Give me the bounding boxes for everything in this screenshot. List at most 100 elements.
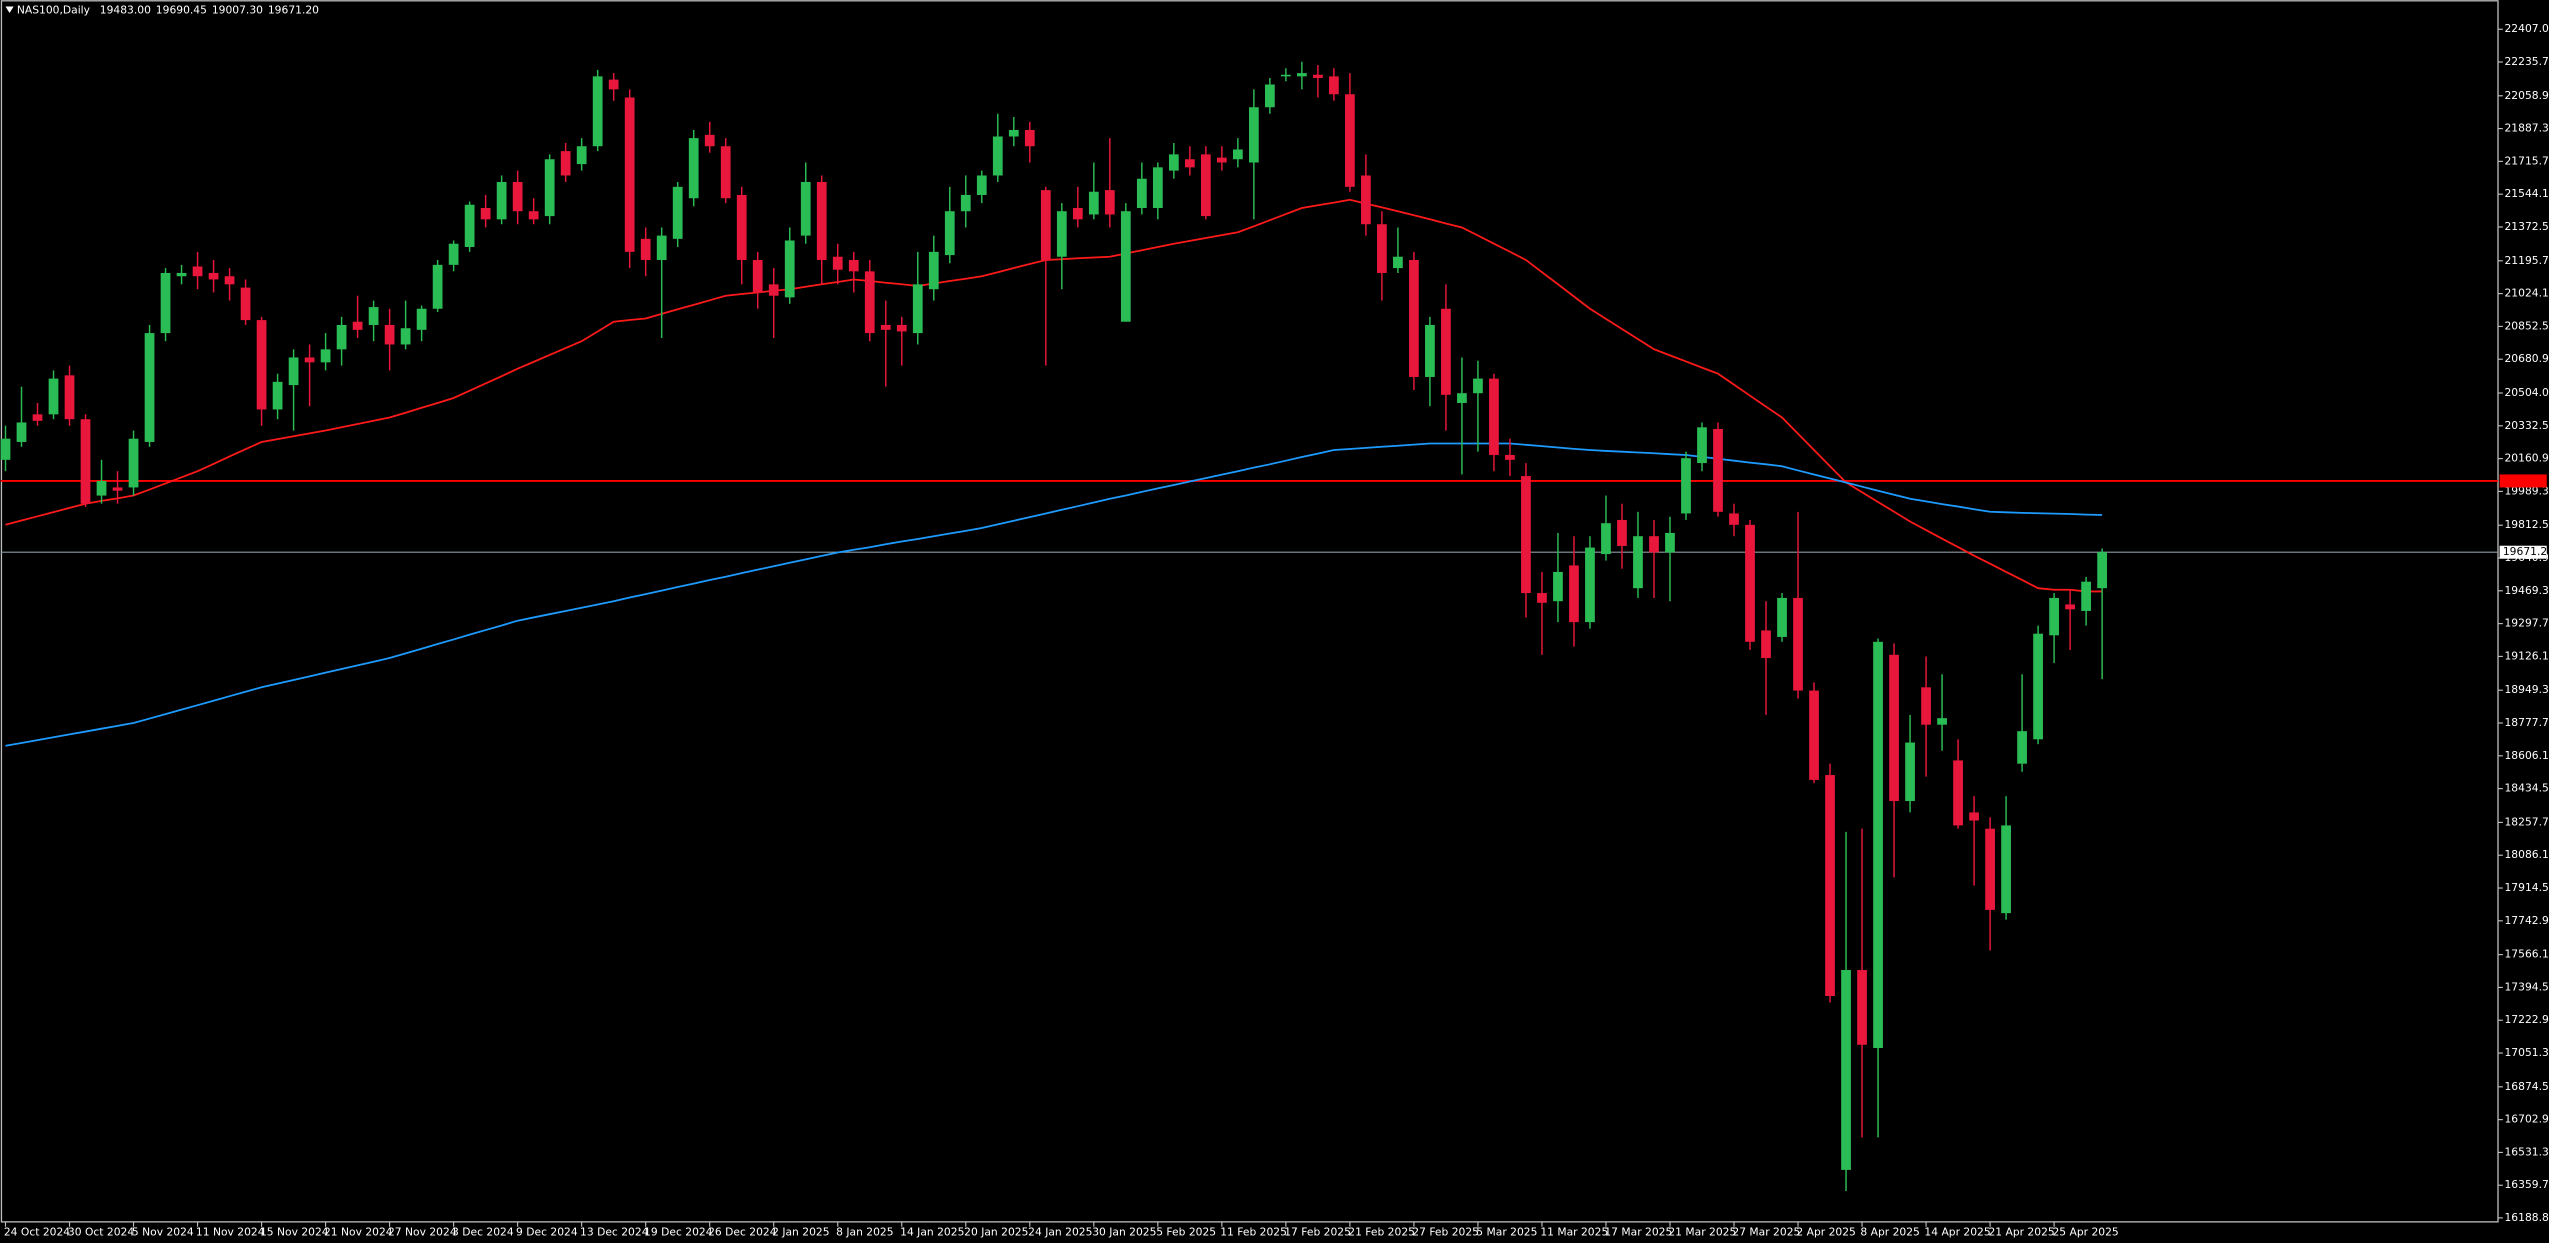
candle-body bbox=[208, 272, 219, 280]
candle-body bbox=[608, 79, 619, 90]
x-tick-label: 13 Dec 2024 bbox=[580, 1225, 649, 1238]
y-tick-label: 17394.50 bbox=[2505, 980, 2549, 993]
candle-body bbox=[1152, 167, 1163, 208]
y-tick-label: 16359.70 bbox=[2505, 1178, 2549, 1191]
candle-body bbox=[384, 324, 395, 345]
candle-body bbox=[928, 251, 939, 290]
y-tick-label: 21372.50 bbox=[2505, 220, 2549, 233]
candle-body bbox=[1809, 690, 1819, 780]
candle-body bbox=[848, 259, 859, 272]
candle-body bbox=[1873, 641, 1883, 1049]
y-tick-label: 21024.10 bbox=[2505, 287, 2549, 300]
collapse-icon bbox=[5, 6, 14, 13]
candle-body bbox=[672, 186, 683, 239]
candle-body bbox=[1264, 84, 1275, 108]
candle-body bbox=[368, 307, 379, 325]
candle-body bbox=[1457, 393, 1467, 403]
candle-body bbox=[816, 181, 827, 260]
candle-body bbox=[1248, 107, 1259, 163]
candle-body bbox=[544, 159, 555, 217]
candle-body bbox=[1937, 718, 1947, 725]
candle-body bbox=[1505, 454, 1515, 460]
y-tick-label: 19469.30 bbox=[2505, 584, 2549, 597]
plot bbox=[0, 61, 2499, 1192]
candle-body bbox=[1329, 76, 1339, 95]
candle-body bbox=[1393, 256, 1403, 269]
x-tick-label: 9 Dec 2024 bbox=[516, 1225, 578, 1238]
candle-body bbox=[128, 438, 139, 488]
candle-body bbox=[400, 328, 411, 345]
x-tick-label: 25 Apr 2025 bbox=[2052, 1225, 2118, 1238]
price-tag bbox=[2499, 545, 2547, 559]
candle-body bbox=[704, 134, 715, 147]
x-tick-label: 20 Jan 2025 bbox=[964, 1225, 1028, 1238]
candle-body bbox=[2001, 825, 2011, 914]
candle-body bbox=[1216, 157, 1227, 163]
x-tick-label: 24 Jan 2025 bbox=[1028, 1225, 1092, 1238]
plot-frame bbox=[0, 0, 2499, 1223]
candle-body bbox=[176, 272, 187, 277]
candle-body bbox=[32, 414, 43, 421]
candle-body bbox=[1136, 178, 1147, 208]
x-tick-label: 21 Apr 2025 bbox=[1988, 1225, 2054, 1238]
candle-body bbox=[1441, 308, 1451, 395]
candle-body bbox=[960, 194, 971, 212]
x-tick-label: 2 Jan 2025 bbox=[772, 1225, 829, 1238]
candle-body bbox=[1409, 259, 1419, 377]
x-tick-label: 2 Apr 2025 bbox=[1796, 1225, 1855, 1238]
candle-body bbox=[864, 271, 875, 334]
y-tick-label: 20504.00 bbox=[2505, 386, 2549, 399]
candle-body bbox=[1345, 94, 1355, 187]
x-tick-label: 27 Nov 2024 bbox=[388, 1225, 457, 1238]
x-tick-label: 26 Dec 2024 bbox=[708, 1225, 777, 1238]
y-tick-label: 17914.50 bbox=[2505, 881, 2549, 894]
candle-body bbox=[1745, 524, 1755, 642]
moving-average bbox=[5, 442, 2103, 747]
candle-body bbox=[768, 284, 779, 296]
candle-body bbox=[1361, 175, 1371, 225]
candle-body bbox=[976, 175, 987, 195]
header-value: 19483.00 bbox=[100, 4, 151, 17]
candle-body bbox=[112, 487, 123, 491]
y-tick-label: 17566.10 bbox=[2505, 948, 2549, 961]
x-tick-label: 11 Nov 2024 bbox=[196, 1225, 265, 1238]
x-tick-label: 5 Mar 2025 bbox=[1476, 1225, 1537, 1238]
x-tick-label: 27 Feb 2025 bbox=[1412, 1225, 1479, 1238]
candle-body bbox=[832, 256, 843, 270]
candle-body bbox=[336, 324, 347, 350]
candle-body bbox=[48, 378, 59, 415]
x-tick-label: 15 Nov 2024 bbox=[260, 1225, 329, 1238]
x-tick-label: 21 Mar 2025 bbox=[1668, 1225, 1736, 1238]
candle-body bbox=[80, 419, 91, 504]
candle-body bbox=[416, 308, 427, 330]
y-tick-label: 20852.50 bbox=[2505, 319, 2549, 332]
candle-body bbox=[1088, 191, 1099, 215]
candle-body bbox=[1184, 159, 1195, 168]
x-tick-label: 30 Oct 2024 bbox=[68, 1225, 134, 1238]
candle-body bbox=[1889, 654, 1899, 802]
candle-body bbox=[1008, 129, 1019, 137]
y-tick-label: 19297.70 bbox=[2505, 617, 2549, 630]
candle-body bbox=[160, 272, 171, 334]
candle-body bbox=[2017, 731, 2027, 764]
candle-body bbox=[1120, 211, 1131, 322]
x-tick-label: 5 Nov 2024 bbox=[132, 1225, 194, 1238]
candle-body bbox=[0, 438, 11, 460]
candle-body bbox=[64, 375, 75, 420]
candle-body bbox=[592, 76, 603, 147]
y-tick-label: 19989.30 bbox=[2505, 484, 2549, 497]
y-tick-label: 22058.90 bbox=[2505, 89, 2549, 102]
candle-body bbox=[1280, 74, 1291, 77]
header-value: 19007.30 bbox=[212, 4, 263, 17]
x-tick-label: 11 Mar 2025 bbox=[1540, 1225, 1608, 1238]
candle-body bbox=[1633, 536, 1643, 589]
x-tick-label: 24 Oct 2024 bbox=[4, 1225, 70, 1238]
candle-body bbox=[720, 146, 731, 199]
candle-body bbox=[528, 211, 539, 220]
x-tick-label: 14 Apr 2025 bbox=[1924, 1225, 1990, 1238]
y-tick-label: 16531.30 bbox=[2505, 1145, 2549, 1158]
candle-body bbox=[880, 324, 891, 330]
y-tick-label: 18606.10 bbox=[2505, 749, 2549, 762]
candle-body bbox=[480, 207, 491, 220]
candle-body bbox=[1649, 536, 1659, 553]
